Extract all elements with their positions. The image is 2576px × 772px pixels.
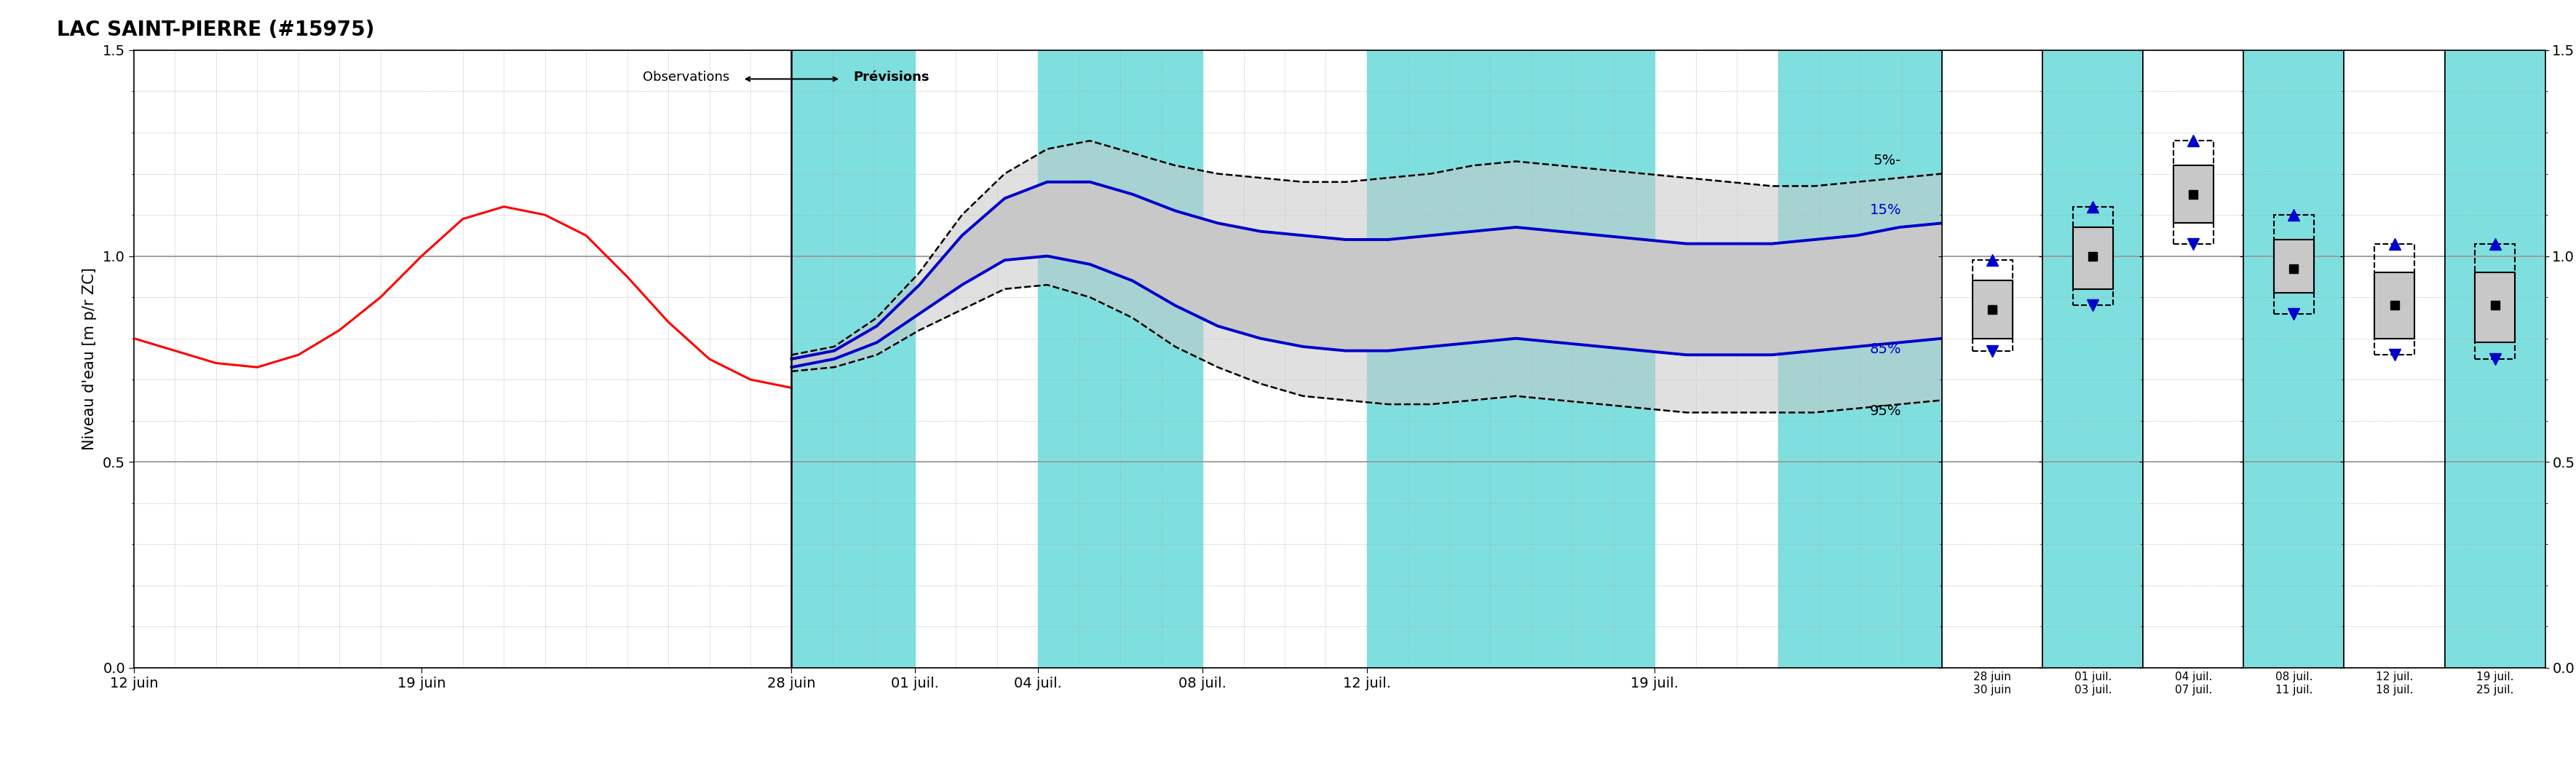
Text: 85%: 85% (1870, 343, 1901, 357)
Bar (1777, 50, 1942, 668)
X-axis label: 08 juil.
11 juil.: 08 juil. 11 juil. (2275, 672, 2313, 696)
X-axis label: 04 juil.
07 juil.: 04 juil. 07 juil. (2174, 672, 2213, 696)
Text: 15%: 15% (1870, 203, 1901, 217)
Text: 95%: 95% (1870, 405, 1901, 418)
Y-axis label: Niveau d'eau [m p/r ZC]: Niveau d'eau [m p/r ZC] (82, 268, 98, 450)
Bar (2074, 227, 2112, 289)
Bar (2375, 244, 2414, 355)
X-axis label: 12 juil.
18 juil.: 12 juil. 18 juil. (2375, 672, 2414, 696)
X-axis label: 28 juin
30 juin: 28 juin 30 juin (1973, 672, 2012, 696)
Bar (2476, 273, 2514, 343)
Text: LAC SAINT-PIERRE (#15975): LAC SAINT-PIERRE (#15975) (57, 19, 374, 39)
Bar (1973, 281, 2012, 338)
X-axis label: 19 juil.
25 juil.: 19 juil. 25 juil. (2476, 672, 2514, 696)
Bar (2476, 244, 2514, 359)
Bar (2375, 273, 2414, 338)
Bar (2174, 165, 2213, 223)
Bar (2074, 207, 2112, 306)
X-axis label: 01 juil.
03 juil.: 01 juil. 03 juil. (2074, 672, 2112, 696)
Text: Observations: Observations (644, 70, 729, 83)
Text: Prévisions: Prévisions (853, 70, 930, 83)
Bar (1038, 50, 1203, 668)
Bar (2174, 141, 2213, 244)
Bar (2275, 215, 2313, 313)
Bar (791, 50, 914, 668)
Text: 5%-: 5%- (1873, 154, 1901, 168)
Bar (1973, 260, 2012, 350)
Bar (1368, 50, 1654, 668)
Bar (2275, 239, 2313, 293)
